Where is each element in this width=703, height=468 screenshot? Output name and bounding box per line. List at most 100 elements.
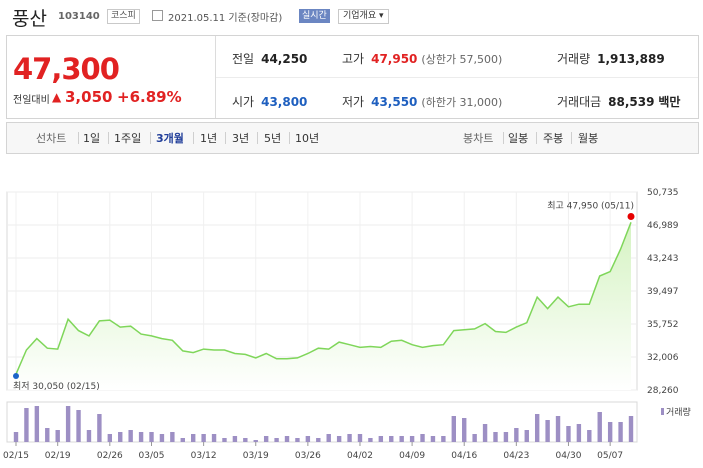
volume-bar — [524, 430, 529, 442]
company-overview-label: 기업개요 — [343, 11, 377, 21]
volume-bar — [295, 438, 300, 442]
stat-label: 전일 — [232, 52, 255, 66]
y-tick-label: 32,006 — [647, 353, 679, 363]
x-tick-label: 03/26 — [295, 451, 321, 461]
volume-bar — [86, 430, 92, 442]
volume-legend-label: 거래량 — [666, 406, 691, 418]
stat-label: 시가 — [232, 95, 255, 109]
volume-bar — [409, 436, 415, 442]
tab-divider — [503, 132, 504, 144]
tab-candle-chart[interactable]: 봉차트 — [463, 132, 494, 145]
volume-bar — [336, 436, 342, 442]
tab-divider — [289, 132, 290, 144]
volume-bar — [128, 430, 133, 442]
tab-10y[interactable]: 10년 — [295, 132, 320, 145]
volume-bar — [138, 432, 144, 442]
low-annotation: 최저 30,050 (02/15) — [13, 381, 100, 392]
stat-open: 시가 43,800 — [232, 93, 307, 110]
volume-bar — [76, 410, 81, 442]
y-tick-label: 43,243 — [647, 254, 679, 264]
stat-label: 거래량 — [557, 52, 591, 66]
volume-bar — [159, 434, 165, 442]
price-area — [16, 222, 631, 390]
volume-bar — [399, 436, 404, 442]
volume-bar — [607, 422, 613, 442]
volume-bar — [514, 428, 519, 442]
stat-volume: 거래량 1,913,889 — [557, 50, 665, 67]
tab-1y[interactable]: 1년 — [200, 132, 218, 145]
chart-period-tabs: 선차트 1일 1주일 3개월 1년 3년 5년 10년 봉차트 일봉 주봉 월봉 — [6, 122, 699, 154]
x-tick-label: 03/19 — [243, 451, 269, 461]
stat-value: 43,800 — [261, 95, 308, 109]
market-badge: 코스피 — [107, 9, 140, 24]
volume-bar — [566, 426, 571, 442]
volume-bar — [191, 434, 196, 442]
tab-5y[interactable]: 5년 — [264, 132, 282, 145]
x-tick-label: 02/15 — [3, 451, 29, 461]
x-tick-label: 04/30 — [555, 451, 581, 461]
y-tick-label: 46,989 — [647, 221, 679, 231]
volume-bar — [316, 438, 321, 442]
x-tick-label: 04/02 — [347, 451, 373, 461]
y-tick-label: 28,260 — [647, 386, 679, 396]
volume-bar — [24, 408, 29, 442]
tab-weekly[interactable]: 주봉 — [543, 132, 564, 145]
volume-bar — [618, 422, 623, 442]
volume-bar — [441, 436, 446, 442]
y-tick-label: 35,752 — [647, 320, 679, 330]
x-tick-label: 02/26 — [97, 451, 123, 461]
volume-bar — [263, 436, 269, 442]
x-tick-label: 03/12 — [191, 451, 217, 461]
tab-divider — [108, 132, 109, 144]
volume-bar — [222, 438, 227, 442]
price-info-box: 47,300 전일대비 ▲ 3,050 +6.89% 전일 44,250 고가 47… — [6, 35, 699, 119]
volume-bar — [462, 418, 467, 442]
volume-bar — [305, 436, 311, 442]
tab-3y[interactable]: 3년 — [232, 132, 250, 145]
change-value: 3,050 — [65, 88, 113, 106]
x-tick-label: 04/16 — [451, 451, 477, 461]
volume-bar — [55, 430, 60, 442]
volume-bar — [430, 436, 436, 442]
current-price-panel: 47,300 전일대비 ▲ 3,050 +6.89% — [7, 36, 216, 118]
volume-bar — [420, 434, 425, 442]
tab-divider — [257, 132, 258, 144]
stat-value: 43,550 — [371, 95, 418, 109]
volume-bar — [34, 406, 40, 442]
company-overview-dropdown[interactable]: 기업개요 ▾ — [338, 9, 389, 24]
volume-bar — [534, 414, 540, 442]
volume-bar — [211, 434, 217, 442]
tab-1w[interactable]: 1주일 — [114, 132, 142, 145]
lower-limit: (하한가 31,000) — [421, 96, 503, 109]
realtime-button[interactable]: 실시간 — [299, 9, 330, 23]
volume-legend-swatch — [661, 408, 664, 415]
tab-line-chart[interactable]: 선차트 — [36, 132, 67, 145]
tab-divider — [571, 132, 572, 144]
volume-bar — [65, 406, 71, 442]
volume-bar — [170, 432, 175, 442]
volume-bar — [482, 424, 488, 442]
tab-divider — [78, 132, 79, 144]
tab-3m[interactable]: 3개월 — [156, 132, 184, 145]
tab-monthly[interactable]: 월봉 — [578, 132, 599, 145]
up-arrow-icon: ▲ — [52, 90, 62, 104]
tab-1d[interactable]: 1일 — [83, 132, 101, 145]
volume-bar — [326, 434, 331, 442]
volume-bar — [253, 440, 258, 442]
price-line — [15, 222, 632, 375]
tab-divider — [225, 132, 226, 144]
stat-label: 거래대금 — [557, 95, 602, 109]
tab-daily[interactable]: 일봉 — [508, 132, 529, 145]
stat-value: 1,913,889 — [597, 52, 665, 66]
volume-plot-frame — [6, 401, 638, 443]
upper-limit: (상한가 57,500) — [421, 53, 503, 66]
volume-bar — [503, 432, 509, 442]
tab-divider — [150, 132, 151, 144]
stat-value: 47,950 — [371, 52, 418, 66]
stat-unit: 백만 — [658, 95, 681, 109]
current-price: 47,300 — [13, 52, 120, 86]
stat-value: 44,250 — [261, 52, 308, 66]
stat-prev-close: 전일 44,250 — [232, 50, 307, 67]
change-percent: +6.89% — [117, 88, 182, 106]
